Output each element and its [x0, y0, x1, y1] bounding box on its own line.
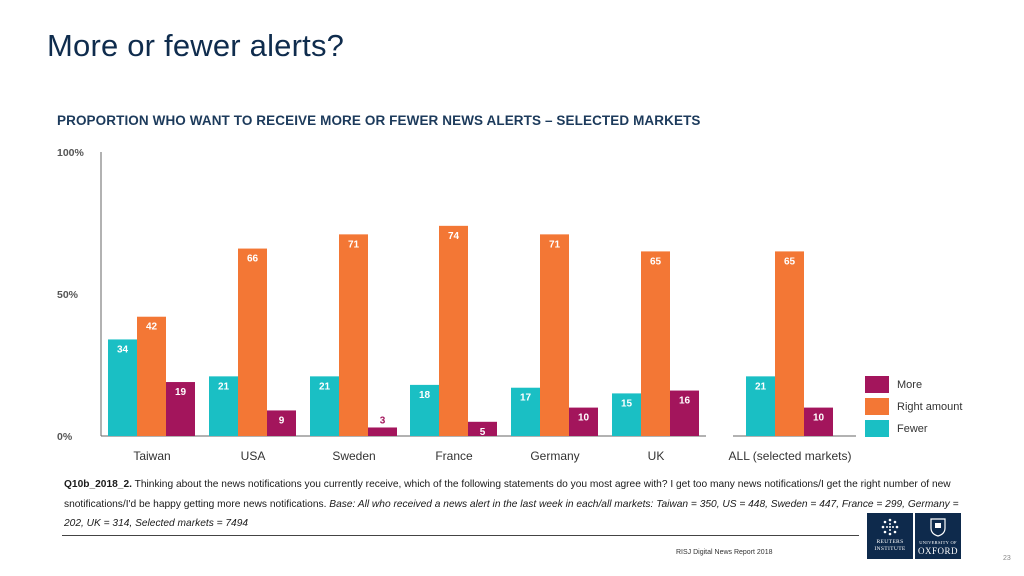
data-label: 3 — [380, 415, 386, 426]
data-label: 71 — [348, 239, 360, 250]
reuters-logo-line1: REUTERS — [876, 539, 904, 545]
legend-label: Right amount — [897, 401, 962, 413]
bar-more — [569, 407, 598, 436]
data-label: 34 — [117, 344, 129, 355]
x-tick-label: Taiwan — [133, 449, 170, 463]
page-number: 23 — [1003, 555, 1011, 562]
data-label: 74 — [448, 231, 460, 242]
data-label: 5 — [480, 427, 486, 438]
data-label: 16 — [679, 396, 691, 407]
bar-fewer — [511, 387, 540, 436]
footnote-question-text: Thinking about the news notifications yo… — [64, 479, 951, 510]
bar-more — [468, 421, 497, 436]
x-tick-label: ALL (selected markets) — [729, 449, 852, 463]
x-tick-label: Sweden — [332, 449, 375, 463]
footnote: Q10b_2018_2. Thinking about the news not… — [64, 475, 964, 534]
bar-fewer — [746, 376, 775, 436]
data-label: 21 — [755, 381, 767, 392]
reuters-institute-logo: REUTERS INSTITUTE — [867, 513, 913, 559]
data-label: 9 — [279, 415, 285, 426]
data-label: 10 — [578, 413, 590, 424]
bar-right-amount — [238, 248, 267, 436]
reuters-logo-line2: INSTITUTE — [874, 546, 906, 552]
bar-right-amount — [775, 251, 804, 436]
reuters-dots-icon — [881, 518, 899, 536]
bar-chart: 0% 50% 100% 34 42 19 Taiwan 21 66 9 USA 21 71 3 Sweden… — [57, 147, 962, 463]
data-label: 21 — [218, 381, 230, 392]
oxford-logo-line1: UNIVERSITY OF — [919, 540, 957, 545]
bar-fewer — [209, 376, 238, 436]
legend-swatch-fewer — [865, 420, 889, 437]
slide-title: More or fewer alerts? — [47, 28, 345, 63]
x-tick-label: Germany — [530, 449, 579, 463]
footnote-base-text: Base: All who received a news alert in t… — [64, 498, 959, 530]
chart-title: PROPORTION WHO WANT TO RECEIVE MORE OR F… — [57, 113, 701, 128]
legend-swatch-right-amount — [865, 398, 889, 415]
bar-fewer — [612, 393, 641, 436]
data-label: 19 — [175, 387, 187, 398]
bar-more — [804, 407, 833, 436]
bar-fewer — [108, 339, 137, 436]
legend-swatch-more — [865, 376, 889, 393]
bar-more — [368, 427, 397, 436]
oxford-university-logo: UNIVERSITY OF OXFORD — [915, 513, 961, 559]
bar-more — [670, 390, 699, 436]
data-label: 42 — [146, 322, 158, 333]
data-label: 21 — [319, 381, 331, 392]
data-label: 15 — [621, 398, 633, 409]
bar-right-amount — [641, 251, 670, 436]
data-label: 17 — [520, 393, 532, 404]
legend-label: More — [897, 379, 922, 391]
data-label: 66 — [247, 254, 259, 265]
data-label: 10 — [813, 413, 825, 424]
bar-right-amount — [439, 225, 468, 436]
bar-right-amount — [540, 234, 569, 436]
oxford-logo-line2: OXFORD — [917, 546, 958, 556]
bar-more — [166, 382, 195, 436]
y-tick-label: 50% — [57, 289, 79, 301]
data-label: 18 — [419, 390, 431, 401]
y-tick-label: 0% — [57, 431, 73, 443]
source-credit: RISJ Digital News Report 2018 — [676, 549, 773, 556]
bar-right-amount — [137, 316, 166, 436]
footnote-question-code: Q10b_2018_2. — [64, 479, 132, 490]
bar-right-amount — [339, 234, 368, 436]
legend-label: Fewer — [897, 423, 928, 435]
bar-fewer — [410, 384, 439, 436]
oxford-crest-icon — [930, 518, 946, 537]
x-tick-label: UK — [648, 449, 665, 463]
data-label: 65 — [784, 256, 796, 267]
x-tick-label: USA — [241, 449, 266, 463]
y-tick-label: 100% — [57, 147, 85, 159]
data-label: 65 — [650, 256, 662, 267]
x-tick-label: France — [435, 449, 473, 463]
data-label: 71 — [549, 239, 561, 250]
bar-fewer — [310, 376, 339, 436]
bar-more — [267, 410, 296, 436]
footer-divider — [62, 535, 859, 536]
